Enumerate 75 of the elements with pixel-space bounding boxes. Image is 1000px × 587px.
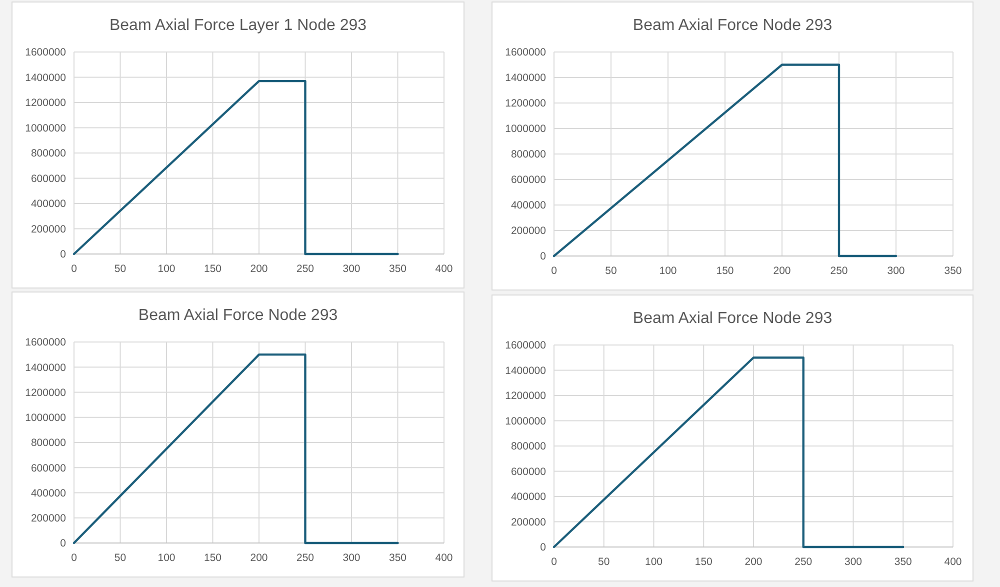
y-tick-label: 400000 <box>30 487 66 500</box>
x-tick-label: 300 <box>887 265 905 277</box>
x-tick-label: 150 <box>204 552 222 564</box>
y-tick-label: 1600000 <box>505 46 546 59</box>
chart-title: Beam Axial Force Node 293 <box>632 17 832 34</box>
x-tick-label: 0 <box>551 265 558 277</box>
x-tick-label: 250 <box>296 263 314 275</box>
x-tick-label: 100 <box>659 265 677 277</box>
chart-title: Beam Axial Force Node 293 <box>138 307 338 324</box>
y-tick-label: 1400000 <box>25 362 66 374</box>
x-tick-label: 50 <box>114 263 126 275</box>
x-tick-label: 350 <box>944 265 962 277</box>
y-tick-label: 1200000 <box>505 390 546 402</box>
x-tick-label: 150 <box>694 556 713 568</box>
y-tick-label: 400000 <box>30 198 66 210</box>
x-tick-label: 50 <box>598 556 610 568</box>
x-tick-label: 300 <box>342 263 360 275</box>
y-tick-label: 600000 <box>30 172 66 185</box>
y-tick-label: 0 <box>60 248 66 261</box>
x-tick-label: 100 <box>158 263 176 275</box>
x-tick-label: 400 <box>944 556 962 568</box>
y-tick-label: 1000000 <box>505 415 546 428</box>
x-tick-label: 200 <box>773 265 791 277</box>
y-tick-label: 200000 <box>30 223 66 236</box>
x-tick-label: 400 <box>435 263 453 275</box>
x-tick-label: 250 <box>830 265 848 277</box>
y-tick-label: 0 <box>60 538 66 550</box>
x-tick-label: 50 <box>114 552 126 564</box>
x-tick-label: 100 <box>158 552 176 564</box>
x-tick-label: 100 <box>644 556 663 568</box>
x-tick-label: 150 <box>204 263 222 275</box>
y-tick-label: 1400000 <box>505 72 546 84</box>
x-tick-label: 200 <box>744 556 762 568</box>
y-tick-label: 1600000 <box>25 46 66 59</box>
y-tick-label: 400000 <box>510 200 546 212</box>
x-tick-label: 200 <box>250 263 268 275</box>
y-tick-label: 200000 <box>510 516 546 528</box>
y-tick-label: 1400000 <box>505 364 546 377</box>
x-tick-label: 0 <box>71 263 78 275</box>
y-tick-label: 1200000 <box>25 97 66 110</box>
x-tick-label: 250 <box>296 552 314 564</box>
x-tick-label: 350 <box>388 263 407 275</box>
y-tick-label: 800000 <box>30 437 66 450</box>
x-tick-label: 350 <box>388 552 407 564</box>
x-tick-label: 400 <box>435 552 453 564</box>
y-tick-label: 0 <box>540 542 546 554</box>
chart-title: Beam Axial Force Node 293 <box>632 310 832 327</box>
x-tick-label: 300 <box>844 556 862 568</box>
y-tick-label: 1600000 <box>25 336 66 349</box>
y-tick-label: 600000 <box>510 174 546 186</box>
x-tick-label: 250 <box>794 556 812 568</box>
chart-title: Beam Axial Force Layer 1 Node 293 <box>109 17 367 34</box>
y-tick-label: 800000 <box>510 148 546 161</box>
y-tick-label: 1200000 <box>25 386 66 399</box>
y-tick-label: 1200000 <box>505 98 546 110</box>
x-tick-label: 0 <box>71 552 78 564</box>
y-tick-label: 200000 <box>30 512 66 525</box>
y-tick-label: 600000 <box>30 462 66 474</box>
x-tick-label: 200 <box>250 552 268 564</box>
y-tick-label: 1600000 <box>505 340 546 352</box>
y-tick-label: 200000 <box>510 225 546 238</box>
x-tick-label: 50 <box>605 265 617 277</box>
x-tick-label: 150 <box>716 265 734 277</box>
y-tick-label: 1400000 <box>25 72 66 84</box>
x-tick-label: 300 <box>342 552 360 564</box>
x-tick-label: 350 <box>894 556 912 568</box>
y-tick-label: 800000 <box>30 148 66 160</box>
y-tick-label: 1000000 <box>505 123 546 136</box>
y-tick-label: 800000 <box>510 440 546 453</box>
y-tick-label: 400000 <box>510 491 546 504</box>
y-tick-label: 1000000 <box>25 412 66 424</box>
x-tick-label: 0 <box>551 556 558 568</box>
y-tick-label: 600000 <box>510 466 546 478</box>
y-tick-label: 1000000 <box>25 122 66 134</box>
y-tick-label: 0 <box>540 250 546 263</box>
